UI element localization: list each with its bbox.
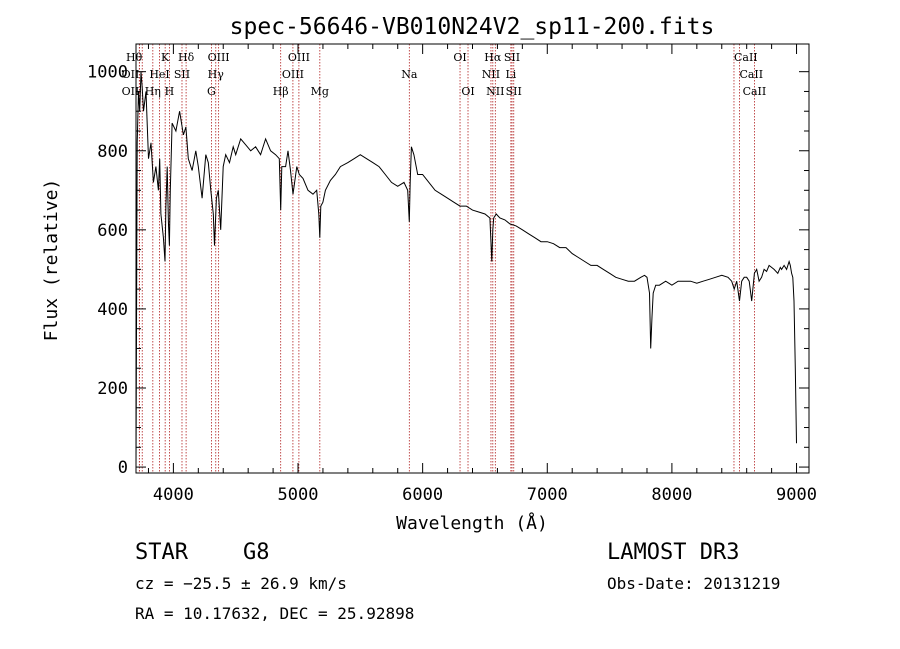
line-label-9: OII (122, 68, 140, 81)
line-label-27: CaII (743, 85, 767, 98)
line-label-1: K (161, 51, 170, 64)
line-label-5: OI (453, 51, 466, 64)
line-label-7: SII (504, 51, 520, 64)
line-label-4: OIII (288, 51, 310, 64)
x-tick-label-7000: 7000 (527, 485, 568, 505)
y-tick-label-1000: 1000 (87, 63, 128, 83)
x-tick-label-5000: 5000 (278, 485, 319, 505)
spectral-line-markers (138, 44, 755, 473)
line-label-20: H (165, 85, 175, 98)
line-label-21: G (207, 85, 216, 98)
y-tick-label-400: 400 (97, 300, 128, 320)
line-label-12: Hγ (208, 68, 225, 81)
line-label-8: CaII (734, 51, 758, 64)
line-label-0: Hθ (126, 51, 143, 64)
object-class: STAR (135, 540, 188, 565)
x-axis-label: Wavelength (Å) (396, 512, 548, 534)
y-tick-label-0: 0 (118, 458, 128, 478)
x-tick-label-4000: 4000 (153, 485, 194, 505)
spectrum-chart: spec-56646-VB010N24V2_sp11-200.fits Hθ K H… (41, 14, 817, 534)
object-subclass: G8 (243, 540, 270, 565)
survey-name: LAMOST DR3 (607, 540, 740, 565)
y-axis: 0 200 400 600 800 1000 (87, 63, 809, 478)
y-tick-label-600: 600 (97, 221, 128, 241)
plot-frame (135, 43, 810, 474)
observation-date: Obs-Date: 20131219 (607, 574, 781, 593)
x-tick-label-8000: 8000 (651, 485, 692, 505)
line-label-25: NII (486, 85, 504, 98)
y-tick-label-800: 800 (97, 142, 128, 162)
spectrum-series-line (135, 71, 797, 468)
line-label-11: SII (174, 68, 190, 81)
chart-title: spec-56646-VB010N24V2_sp11-200.fits (230, 14, 715, 40)
line-label-18: OII (122, 85, 140, 98)
line-label-15: NII (482, 68, 500, 81)
line-label-23: Mg (311, 85, 329, 98)
line-label-13: OIII (282, 68, 304, 81)
redshift-cz: cz = −25.5 ± 26.9 km/s (135, 574, 347, 593)
line-label-16: Li (505, 68, 516, 81)
line-label-10: HeI (149, 68, 169, 81)
x-tick-label-6000: 6000 (402, 485, 443, 505)
x-tick-label-9000: 9000 (776, 485, 817, 505)
line-label-22: Hβ (273, 85, 289, 98)
line-label-3: OIII (208, 51, 230, 64)
x-axis: 4000 5000 6000 7000 8000 9000 (147, 44, 817, 505)
line-label-17: CaII (739, 68, 763, 81)
y-tick-label-200: 200 (97, 379, 128, 399)
line-label-26: SII (506, 85, 522, 98)
line-label-2: Hδ (178, 51, 195, 64)
line-label-6: Hα (484, 51, 502, 64)
coordinates: RA = 10.17632, DEC = 25.92898 (135, 604, 415, 623)
line-label-19: Hη (145, 85, 161, 98)
line-label-14: Na (401, 68, 418, 81)
y-axis-label: Flux (relative) (41, 179, 62, 342)
line-label-24: OI (461, 85, 474, 98)
